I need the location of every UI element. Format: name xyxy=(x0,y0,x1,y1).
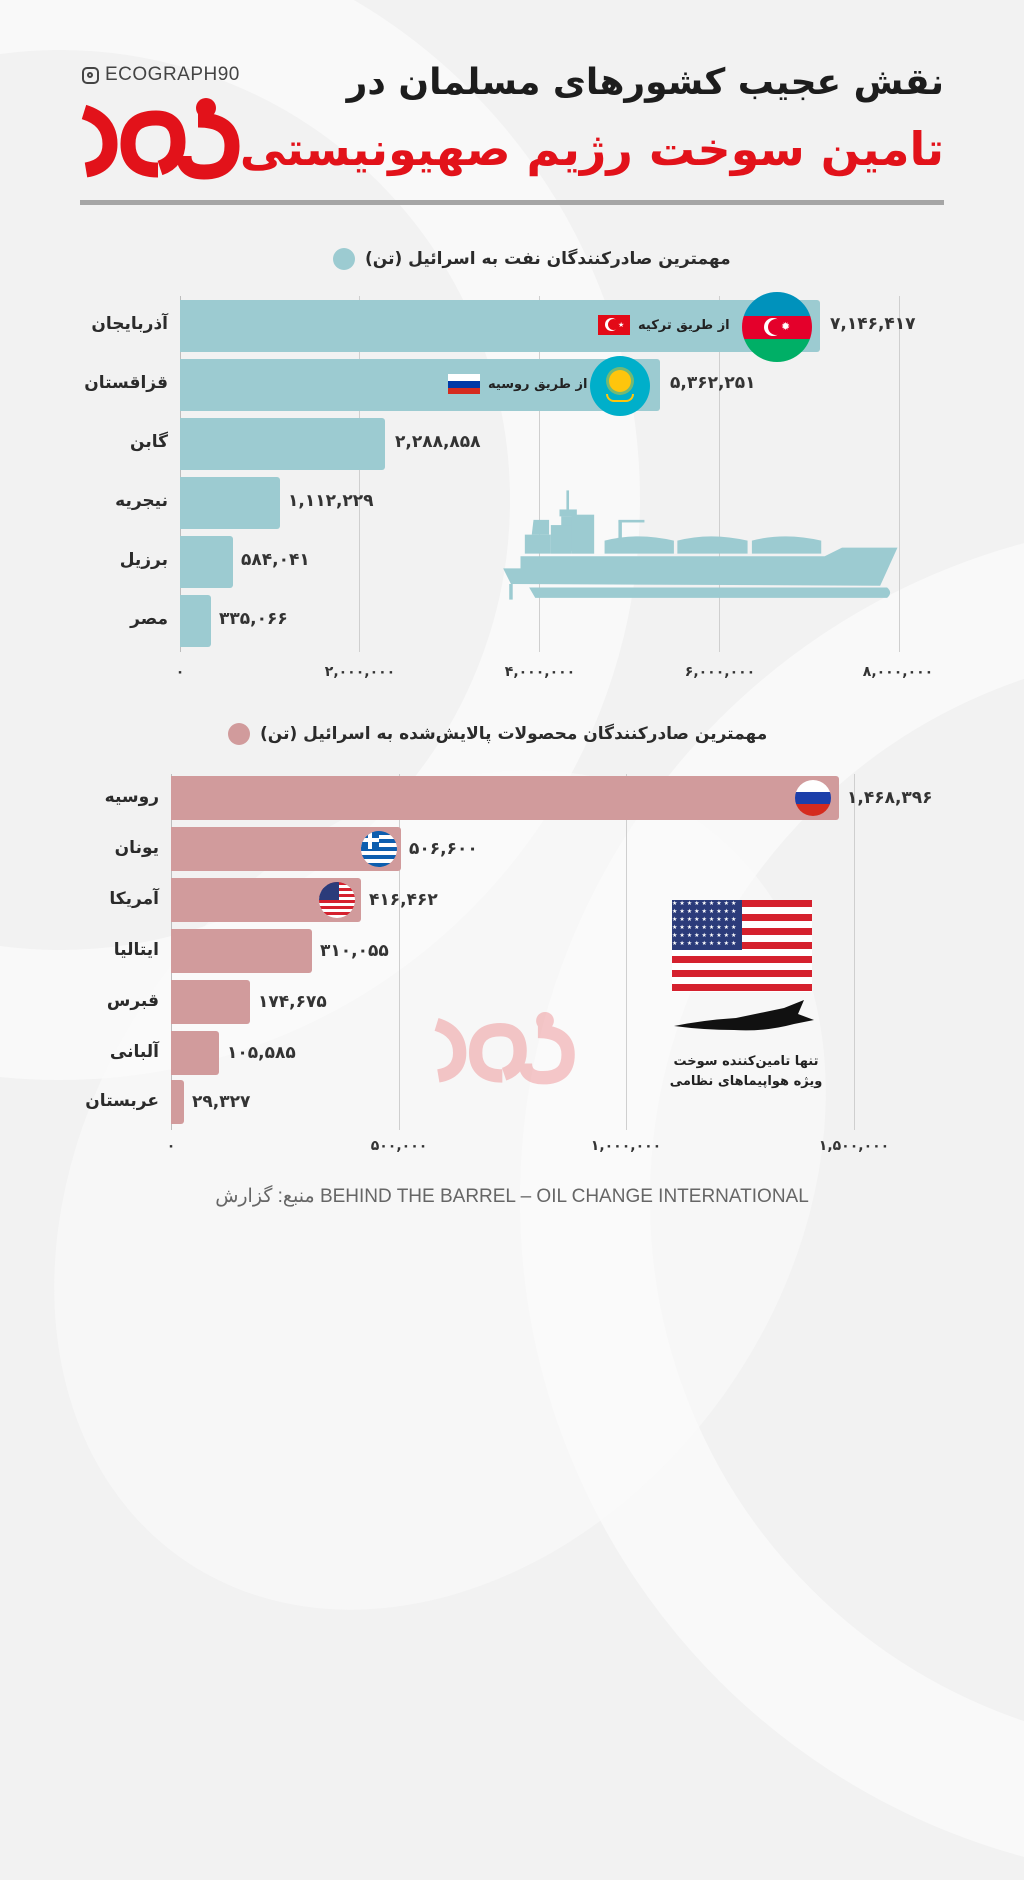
value-label: ۴۱۶,۴۶۲ xyxy=(369,890,438,910)
refined-products-chart: ★★★★★★★★★ ★★★★★★★★★ ★★★★★★★★★ ★★★★★★★★★ … xyxy=(85,774,933,1154)
country-label: یونان xyxy=(114,838,159,858)
azerbaijan-flag-icon: ✹ xyxy=(742,292,812,362)
country-label: روسیه xyxy=(104,787,159,807)
route-note-turkey: از طریق ترکیه ★ xyxy=(598,315,730,335)
note-line-2: ویژه هواپیماهای نظامی xyxy=(669,1074,823,1089)
bar-albania[interactable]: آلبانی xyxy=(110,1031,219,1075)
x-tick: ۸,۰۰۰,۰۰۰ xyxy=(862,664,934,680)
value-label: ۳۱۰,۰۵۵ xyxy=(320,941,389,961)
crude-oil-chart: آذربایجان از طریق ترکیه ★ ✹ ۷,۱۴۶,۴۱۷ قز… xyxy=(84,292,933,680)
header-divider xyxy=(80,200,944,205)
gridline xyxy=(719,296,720,652)
country-label: عربستان xyxy=(85,1091,159,1111)
fighter-jet-icon xyxy=(674,1000,814,1031)
country-label: گابن xyxy=(130,432,168,452)
greece-flag-icon xyxy=(361,831,397,867)
bar-gabon[interactable]: گابن xyxy=(130,418,385,470)
bar-cyprus[interactable]: قبرس xyxy=(107,980,250,1024)
gridline xyxy=(899,296,900,652)
value-label: ۳۳۵,۰۶۶ xyxy=(219,609,288,629)
country-label: قبرس xyxy=(106,991,159,1011)
x-tick: ۲,۰۰۰,۰۰۰ xyxy=(324,664,396,680)
refined-legend-label: مهمترین صادرکنندگان محصولات پالایش‌شده ب… xyxy=(260,724,768,744)
gridline xyxy=(854,774,855,1130)
x-tick: ۱,۰۰۰,۰۰۰ xyxy=(590,1138,662,1154)
route-note-russia: از طریق روسیه xyxy=(448,374,587,394)
kazakhstan-flag-icon xyxy=(590,356,650,416)
x-tick: ۰ xyxy=(166,1138,176,1154)
russia-flag-icon xyxy=(795,780,831,816)
source-credit: منبع: گزارش BEHIND THE BARREL – OIL CHAN… xyxy=(215,1186,809,1207)
crude-legend-label: مهمترین صادرکنندگان نفت به اسرائیل (تن) xyxy=(365,249,731,269)
country-label: مصر xyxy=(130,609,168,629)
bar-egypt[interactable]: مصر xyxy=(130,595,211,647)
usa-flag-icon xyxy=(319,882,355,918)
value-label: ۱۰۵,۵۸۵ xyxy=(227,1043,296,1063)
x-tick: ۴,۰۰۰,۰۰۰ xyxy=(504,664,576,680)
country-label: ایتالیا xyxy=(113,940,159,960)
x-tick: ۶,۰۰۰,۰۰۰ xyxy=(684,664,756,680)
brand-logo xyxy=(81,98,240,180)
bar-azerbaijan[interactable]: آذربایجان xyxy=(91,300,820,352)
value-label: ۵۸۴,۰۴۱ xyxy=(241,550,310,570)
crude-legend: مهمترین صادرکنندگان نفت به اسرائیل (تن) xyxy=(333,248,731,270)
military-fuel-note: تنها تامین‌کننده سوخت ویژه هواپیماهای نظ… xyxy=(661,1052,831,1092)
bar-italy[interactable]: ایتالیا xyxy=(114,929,312,973)
watermark-logo xyxy=(434,1011,575,1085)
bar-russia[interactable]: روسیه xyxy=(105,776,839,820)
route-text: از طریق روسیه xyxy=(488,376,588,392)
oil-tanker-icon xyxy=(503,490,898,600)
country-label: برزیل xyxy=(119,550,168,570)
value-label: ۱۷۴,۶۷۵ xyxy=(258,992,327,1012)
country-label: نیجریه xyxy=(115,491,168,511)
x-tick: ۱,۵۰۰,۰۰۰ xyxy=(818,1138,890,1154)
refined-legend-swatch xyxy=(228,723,250,745)
bar-kazakhstan[interactable]: قزاقستان xyxy=(84,359,660,411)
country-label: آذربایجان xyxy=(91,314,168,334)
value-label: ۱,۱۱۲,۲۲۹ xyxy=(288,491,374,511)
title-line-1: نقش عجیب کشورهای مسلمان در xyxy=(346,62,944,103)
value-label: ۵۰۶,۶۰۰ xyxy=(409,839,478,859)
value-label: ۷,۱۴۶,۴۱۷ xyxy=(830,314,916,334)
usa-flag-large-icon: ★★★★★★★★★ ★★★★★★★★★ ★★★★★★★★★ ★★★★★★★★★ … xyxy=(672,900,812,992)
gridline xyxy=(359,296,360,652)
russia-flag-icon xyxy=(448,374,480,394)
title-line-2: تامین سوخت رژیم صهیونیستی xyxy=(239,122,944,176)
value-label: ۵,۳۶۲,۲۵۱ xyxy=(670,373,756,393)
value-label: ۱,۴۶۸,۳۹۶ xyxy=(847,788,933,808)
gridline xyxy=(399,774,400,1130)
instagram-handle: ECOGRAPH90 xyxy=(82,64,240,86)
country-label: آمریکا xyxy=(109,889,159,909)
header: ECOGRAPH90 نقش عجیب کشورهای مسلمان در تا… xyxy=(80,60,944,210)
refined-legend: مهمترین صادرکنندگان محصولات پالایش‌شده ب… xyxy=(228,723,767,745)
country-label: آلبانی xyxy=(109,1042,159,1062)
note-line-1: تنها تامین‌کننده سوخت xyxy=(673,1054,819,1069)
instagram-icon xyxy=(82,66,99,84)
bar-saudi-arabia[interactable]: عربستان xyxy=(85,1080,184,1124)
bar-nigeria[interactable]: نیجریه xyxy=(115,477,280,529)
y-axis-line xyxy=(180,296,181,652)
crude-legend-swatch xyxy=(333,248,355,270)
gridline xyxy=(539,296,540,652)
instagram-handle-text: ECOGRAPH90 xyxy=(105,64,240,85)
x-tick: ۰ xyxy=(175,664,185,680)
x-tick: ۵۰۰,۰۰۰ xyxy=(370,1138,428,1154)
bar-brazil[interactable]: برزیل xyxy=(120,536,233,588)
value-label: ۲,۲۸۸,۸۵۸ xyxy=(395,432,481,452)
route-text: از طریق ترکیه xyxy=(638,317,730,333)
gridline xyxy=(626,774,627,1130)
turkey-flag-icon: ★ xyxy=(598,315,630,335)
value-label: ۲۹,۳۲۷ xyxy=(192,1092,251,1112)
country-label: قزاقستان xyxy=(84,373,168,393)
